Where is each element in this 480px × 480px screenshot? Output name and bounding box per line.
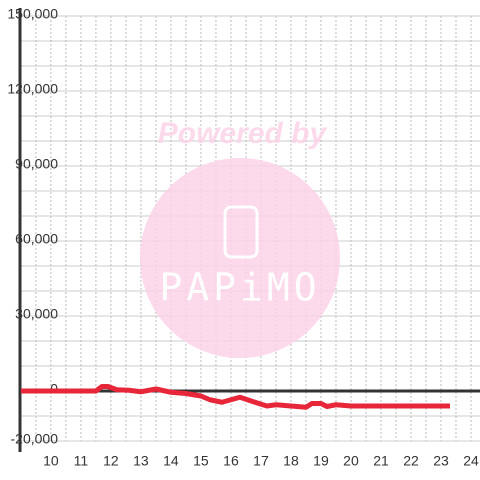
watermark-phone [223,205,259,259]
y-tick-label: 150,000 [7,6,58,22]
y-tick-label: 120,000 [7,81,58,97]
x-tick-label: 21 [373,453,389,469]
plot [18,8,480,452]
x-tick-label: 14 [163,453,179,469]
x-tick-label: 24 [463,453,479,469]
x-tick-label: 11 [74,453,89,469]
x-tick-label: 19 [313,453,329,469]
x-tick-label: 17 [253,453,269,469]
x-tick-label: 10 [43,453,59,469]
y-tick-label: 60,000 [15,231,58,247]
y-tick-label: -20,000 [11,431,59,447]
watermark-title: Powered by [158,117,328,150]
x-tick-label: 16 [223,453,239,469]
x-tick-label: 15 [193,453,209,469]
x-tick-label: 18 [283,453,299,469]
y-tick-label: 90,000 [15,156,58,172]
x-tick-label: 13 [133,453,149,469]
x-tick-label: 20 [343,453,359,469]
x-tick-label: 22 [403,453,419,469]
watermark: Powered by PAPiMO [140,117,340,358]
x-tick-label: 12 [103,453,119,469]
series-line [20,384,450,410]
watermark-logo: PAPiMO [159,266,320,310]
y-tick-label: 30,000 [15,306,58,322]
x-tick-label: 23 [433,453,449,469]
